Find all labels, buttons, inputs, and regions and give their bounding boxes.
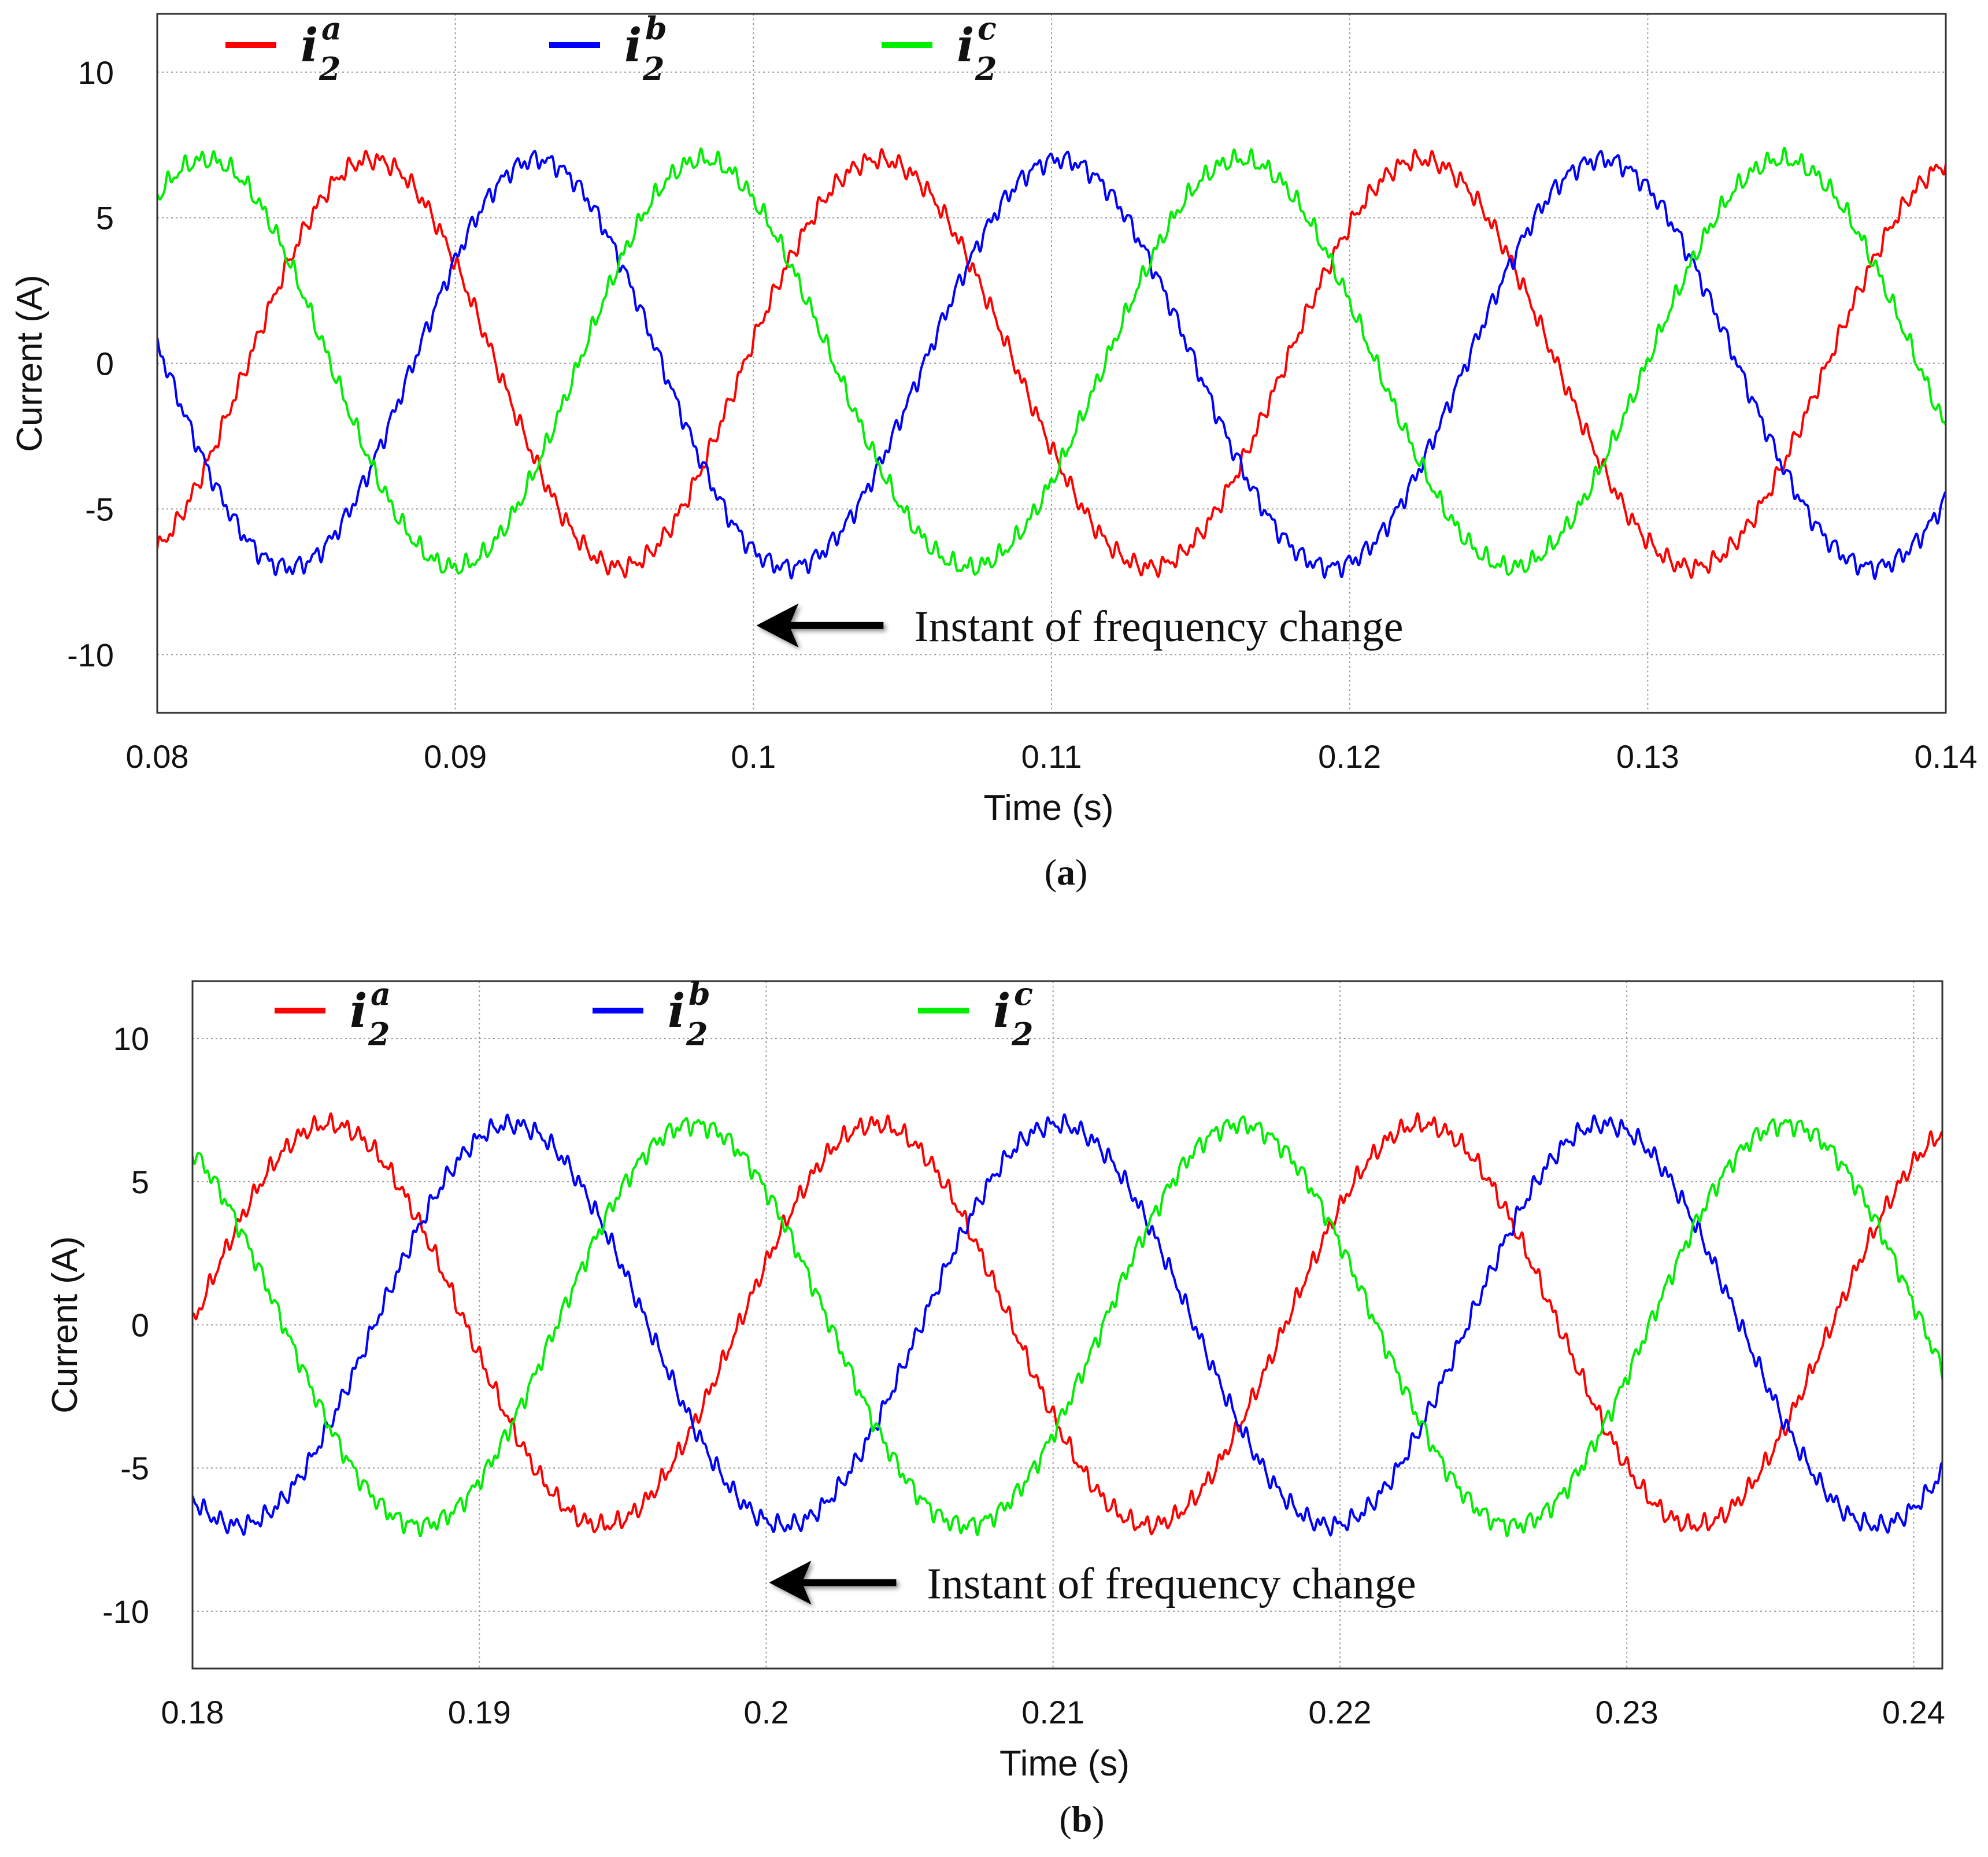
arrow-head (769, 1560, 812, 1605)
legend-subscript: 2 (642, 50, 665, 87)
legend-subscript: 2 (319, 50, 341, 87)
x-tick-label: 0.21 (1021, 1694, 1084, 1730)
arrow-head (756, 603, 799, 648)
y-tick-label: -5 (120, 1450, 149, 1486)
gridlines (157, 14, 1946, 713)
x-tick-label: 0.12 (1318, 738, 1381, 775)
y-tick-label: -10 (102, 1593, 149, 1630)
waveforms (192, 1112, 1942, 1538)
y-tick-label: 10 (113, 1020, 149, 1057)
legend-symbol: i (668, 983, 685, 1038)
x-tick-label: 0.09 (424, 738, 487, 775)
x-tick-label: 0.11 (1021, 738, 1082, 775)
legend-subscript: 2 (686, 1016, 708, 1053)
annotation-text: Instant of frequency change (914, 602, 1403, 651)
x-tick-label: 0.2 (744, 1694, 789, 1730)
series-line-i2a (192, 1112, 1942, 1536)
x-tick-label: 0.18 (161, 1694, 224, 1730)
annotation-text: Instant of frequency change (927, 1559, 1416, 1608)
x-tick-label: 0.08 (126, 738, 189, 775)
legend-subscript: 2 (368, 1016, 390, 1053)
x-tick-label: 0.22 (1308, 1694, 1371, 1730)
series-line-i2b (157, 150, 1946, 580)
legend-superscript: a (371, 975, 391, 1012)
y-tick-label: -10 (67, 637, 114, 673)
y-tick-label: 0 (96, 346, 114, 382)
legend-subscript: 2 (975, 50, 997, 87)
x-tick-label: 0.13 (1616, 738, 1679, 775)
legend-superscript: c (1014, 975, 1033, 1012)
legend: i a2 i b2 i c2 (275, 975, 1034, 1053)
legend-symbol: i (301, 18, 318, 72)
legend-superscript: b (645, 10, 667, 47)
x-tick-label: 0.19 (448, 1694, 511, 1730)
y-tick-label: 0 (131, 1307, 149, 1344)
waveforms (157, 146, 1946, 580)
legend-superscript: b (688, 975, 710, 1012)
series-line-i2a (157, 148, 1946, 579)
plot-frame (156, 13, 1947, 714)
legend-subscript: 2 (1011, 1016, 1034, 1053)
y-tick-label: 10 (78, 54, 114, 91)
annotation-arrow (756, 603, 884, 648)
legend: i a2 i b2 i c2 (225, 10, 997, 87)
series-line-i2b (192, 1113, 1942, 1537)
series-line-i2c (192, 1115, 1942, 1538)
panel-caption: (a) (1045, 852, 1088, 893)
y-tick-label: 5 (131, 1164, 149, 1200)
x-tick-label: 0.24 (1882, 1694, 1945, 1730)
legend-symbol: i (993, 983, 1010, 1038)
panel-caption: (b) (1059, 1799, 1104, 1840)
gridlines (192, 981, 1942, 1669)
panel-label: b (1072, 1799, 1093, 1840)
x-tick-label: 0.23 (1595, 1694, 1658, 1730)
plot-frame (191, 980, 1943, 1670)
legend-symbol: i (350, 983, 367, 1038)
legend-symbol: i (957, 18, 974, 72)
series-line-i2c (157, 146, 1946, 576)
x-tick-label: 0.14 (1915, 738, 1978, 775)
y-axis-title: Current (A) (10, 275, 50, 452)
panel-b: 0.18 0.19 0.2 0.21 0.22 0.23 0.24 10 5 0 -5 -10 Time… (45, 975, 1945, 1840)
x-tick-label: 0.1 (731, 738, 776, 775)
x-axis-title: Time (s) (999, 1744, 1130, 1784)
y-tick-label: 5 (96, 200, 114, 236)
legend-superscript: a (321, 10, 342, 47)
panel-a: 0.08 0.09 0.1 0.11 0.12 0.13 0.14 10 5 0 -5 -10 Time… (10, 10, 1978, 893)
legend-superscript: c (978, 10, 997, 47)
y-axis-title: Current (A) (45, 1236, 85, 1414)
y-tick-label: -5 (85, 491, 114, 527)
legend-symbol: i (624, 18, 642, 72)
annotation-arrow (769, 1560, 897, 1605)
panel-label: a (1057, 852, 1075, 893)
x-axis-title: Time (s) (984, 788, 1114, 828)
